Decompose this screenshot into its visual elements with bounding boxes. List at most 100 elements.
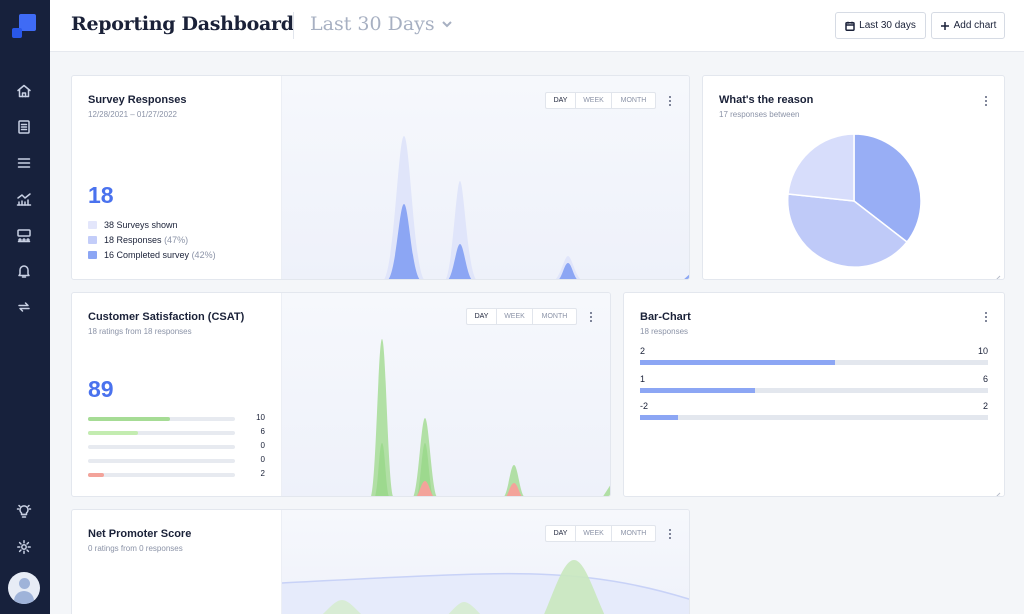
nps-period-tabs: DAY WEEK MONTH: [545, 525, 656, 542]
bar-fill: [640, 360, 835, 365]
plus-icon: [940, 21, 949, 30]
legend-label: 38 Surveys shown: [104, 220, 178, 230]
survey-area-chart: [384, 136, 689, 279]
pie-slice-mid: [787, 193, 909, 268]
tab-day[interactable]: DAY: [467, 309, 497, 324]
add-chart-button[interactable]: Add chart: [931, 12, 1005, 39]
legend-pct: (42%): [191, 250, 216, 260]
tab-week[interactable]: WEEK: [576, 526, 612, 541]
reason-pie-chart: [787, 134, 921, 268]
tab-month[interactable]: MONTH: [541, 313, 568, 320]
csat-period-tabs: DAY WEEK MONTH: [466, 308, 577, 325]
tab-month[interactable]: MONTH: [620, 530, 647, 537]
audience-icon[interactable]: [15, 226, 33, 244]
survey-chart: DAY WEEK MONTH: [281, 76, 689, 279]
csat-bar-track: [88, 417, 235, 421]
reason-pie-card: What's the reason 17 responses between: [702, 75, 1005, 280]
csat-bar-fill: [88, 473, 105, 477]
legend-label: 18 Responses: [104, 235, 162, 245]
nps-card: Net Promoter Score 0 ratings from 0 resp…: [71, 509, 690, 614]
nps-chart: DAY WEEK MONTH: [281, 510, 689, 614]
card-subtitle: 18 responses: [640, 327, 689, 336]
bar-value: 6: [982, 374, 988, 384]
card-title: Survey Responses: [88, 94, 187, 106]
csat-bar-track: [88, 431, 235, 435]
list-icon[interactable]: [15, 154, 33, 172]
tab-month[interactable]: MONTH: [620, 97, 647, 104]
home-icon[interactable]: [15, 82, 33, 100]
document-icon[interactable]: [15, 118, 33, 136]
chevron-down-icon: [441, 21, 452, 28]
bar-label: 2: [640, 346, 646, 356]
card-title: Customer Satisfaction (CSAT): [88, 311, 245, 323]
csat-bar-track: [88, 473, 235, 477]
csat-bar-fill: [88, 431, 138, 435]
csat-value: 10: [256, 413, 265, 422]
more-options-icon[interactable]: [665, 95, 675, 107]
card-date-range: 12/28/2021 – 01/27/2022: [88, 110, 177, 119]
page-title: Reporting Dashboard: [71, 13, 294, 35]
card-title: Bar-Chart: [640, 311, 691, 323]
csat-big-number: 89: [88, 376, 114, 402]
nps-area-chart: [281, 560, 689, 614]
lightbulb-icon[interactable]: [15, 502, 33, 520]
pie-slice-light: [787, 134, 855, 202]
legend-pct: (47%): [164, 235, 189, 245]
bar-fill: [640, 415, 679, 420]
survey-period-tabs: DAY WEEK MONTH: [545, 92, 656, 109]
bell-icon[interactable]: [15, 262, 33, 280]
csat-bar-track: [88, 445, 235, 449]
bar-track: [640, 360, 988, 365]
bar-label: -2: [640, 401, 649, 411]
csat-card: Customer Satisfaction (CSAT) 18 ratings …: [71, 292, 611, 497]
csat-chart: DAY WEEK MONTH: [281, 293, 610, 496]
date-range-label: Last 30 Days: [310, 13, 435, 35]
bar-fill: [640, 388, 755, 393]
card-title: Net Promoter Score: [88, 528, 192, 540]
resize-handle-icon[interactable]: [994, 486, 1001, 496]
bar-chart-card: Bar-Chart 18 responses 2 10 1 6 -2 2: [623, 292, 1005, 497]
survey-big-number: 18: [88, 182, 114, 208]
tab-day[interactable]: DAY: [546, 93, 576, 108]
calendar-icon: [845, 21, 855, 31]
settings-gear-icon[interactable]: [15, 538, 33, 556]
logo[interactable]: [12, 14, 36, 38]
legend-completed: 16 Completed survey (42%): [88, 250, 216, 260]
tab-week[interactable]: WEEK: [576, 93, 612, 108]
legend-surveys-shown: 38 Surveys shown: [88, 220, 178, 230]
sidebar: [0, 0, 50, 614]
csat-bar-track: [88, 459, 235, 463]
resize-handle-icon[interactable]: [994, 269, 1001, 279]
tab-day[interactable]: DAY: [546, 526, 576, 541]
bar-track: [640, 415, 988, 420]
date-filter-button[interactable]: Last 30 days: [835, 12, 926, 39]
date-filter-label: Last 30 days: [859, 20, 916, 31]
csat-value: 6: [260, 427, 265, 436]
sync-icon[interactable]: [15, 298, 33, 316]
csat-value: 0: [260, 455, 265, 464]
legend-swatch: [88, 236, 97, 244]
date-range-dropdown[interactable]: Last 30 Days: [310, 13, 453, 35]
csat-value: 2: [260, 469, 265, 478]
csat-bar-fill: [88, 417, 171, 421]
add-chart-label: Add chart: [953, 20, 997, 31]
bar-label: 1: [640, 374, 646, 384]
avatar[interactable]: [8, 572, 40, 604]
legend-label: 16 Completed survey: [104, 250, 190, 260]
title-divider: [293, 12, 294, 39]
legend-responses: 18 Responses (47%): [88, 235, 188, 245]
bar-track: [640, 388, 988, 393]
card-subtitle: 0 ratings from 0 responses: [88, 544, 183, 553]
more-options-icon[interactable]: [665, 528, 675, 540]
top-header: Reporting Dashboard Last 30 Days Last 30…: [50, 0, 1024, 52]
csat-value: 0: [260, 441, 265, 450]
more-options-icon[interactable]: [981, 311, 991, 323]
tab-week[interactable]: WEEK: [497, 309, 533, 324]
more-options-icon[interactable]: [981, 95, 991, 107]
card-subtitle: 17 responses between: [719, 110, 800, 119]
more-options-icon[interactable]: [586, 311, 596, 323]
card-title: What's the reason: [719, 94, 814, 106]
analytics-icon[interactable]: [15, 190, 33, 208]
card-subtitle: 18 ratings from 18 responses: [88, 327, 192, 336]
pie-slice-dark: [853, 134, 921, 244]
